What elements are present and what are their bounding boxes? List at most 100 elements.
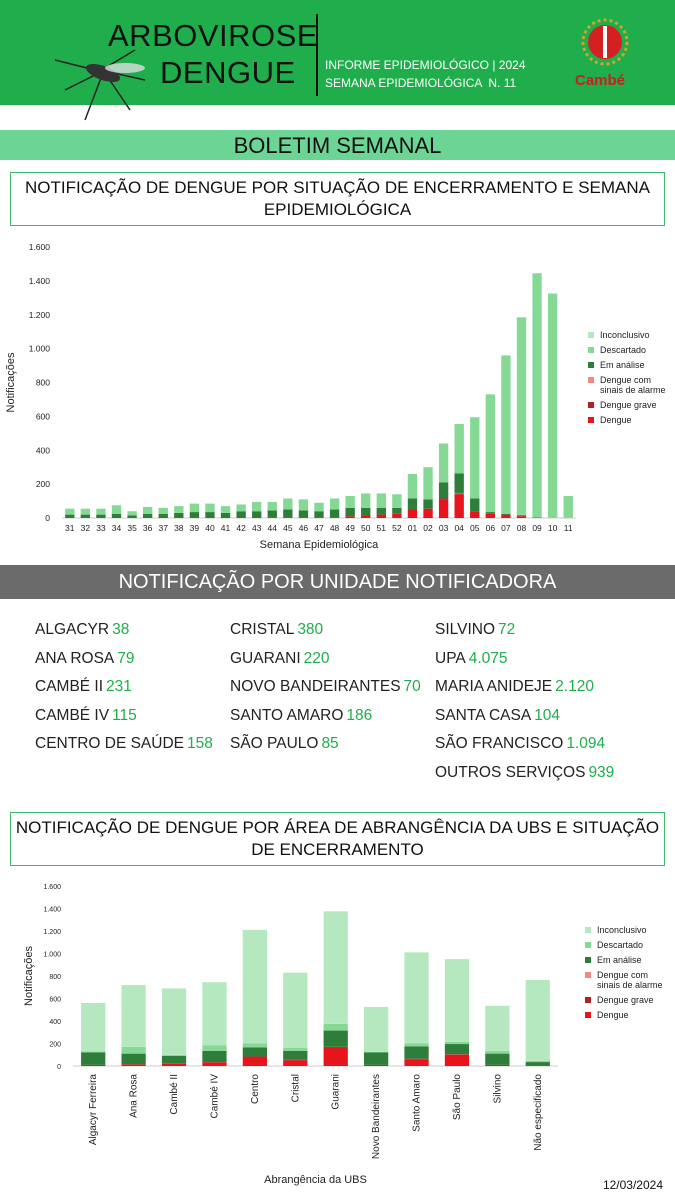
bar-segment [407,498,418,510]
bar-segment [501,514,511,516]
unit-item: ALGACYR 38 [35,621,129,639]
bar-segment [423,467,433,500]
unit-name: CAMBÉ IV [35,706,110,724]
bar-segment [376,493,386,508]
x-tick-label: Silvino [492,1074,503,1104]
bar-segment [283,1050,308,1060]
bar-segment [329,517,340,518]
y-tick-label: 1.400 [43,907,61,914]
section-title: NOTIFICAÇÃO POR UNIDADE NOTIFICADORA [0,565,675,599]
bar-segment [525,1062,550,1066]
y-axis-title: Notificações [5,352,17,412]
legend-label: Descartado [600,345,647,355]
logo [581,18,629,66]
bar-segment [220,512,231,518]
unit-name: OUTROS SERVIÇOS [435,763,586,781]
legend-label: Inconclusivo [600,330,650,340]
bar-segment [189,512,200,518]
bar-segment [283,517,293,518]
bar-segment [470,511,480,518]
x-tick-label: 51 [377,523,387,533]
legend-swatch [585,957,591,963]
bar-segment [314,517,324,518]
bar-segment [423,499,433,509]
x-tick-label: 02 [423,523,433,533]
y-axis-title: Notificações [23,946,35,1006]
bar-segment [202,982,227,1046]
legend-label: Dengue com sinais de alarme [597,970,663,990]
bar-segment [485,394,496,513]
x-tick-label: 44 [268,523,278,533]
bar-segment [252,511,262,518]
bar-segment [142,506,153,514]
bar-segment [364,1052,389,1065]
bar-segment [323,1030,348,1047]
legend-item: Inconclusivo [585,925,669,935]
bar-segment [242,1057,267,1066]
bar-segment [454,493,464,495]
legend-item: Descartado [588,345,672,355]
x-tick-label: 37 [159,523,169,533]
bar-segment [96,514,106,518]
bar-segment [111,505,122,514]
y-tick-label: 1.200 [29,310,51,320]
bar-segment [392,494,402,508]
unit-item: SÃO PAULO 85 [230,735,339,753]
y-tick-label: 400 [36,445,50,455]
y-tick-label: 1.200 [43,929,61,936]
x-tick-label: Algacyr Ferreira [88,1074,99,1146]
x-tick-label: Cambé II [169,1074,180,1115]
bar-segment [65,508,75,515]
x-tick-label: 04 [454,523,464,533]
legend-swatch [588,377,594,383]
x-tick-label: Cambé IV [209,1074,220,1119]
legend-label: Dengue [600,415,632,425]
x-tick-label: 08 [517,523,527,533]
bar-segment [485,1053,510,1065]
bar-segment [81,1064,106,1066]
unit-count: 4.075 [468,649,508,667]
unit-item: SÃO FRANCISCO 1.094 [435,735,605,753]
x-tick-label: Cristal [290,1074,301,1102]
bar-segment [485,513,496,518]
unit-name: SÃO PAULO [230,735,319,752]
bar-segment [444,1041,470,1045]
unit-count: 939 [588,763,615,781]
x-tick-label: 48 [330,523,340,533]
y-tick-label: 0 [57,1064,61,1071]
bar-segment [345,507,355,517]
bar-segment [454,492,464,494]
x-tick-label: 01 [408,523,418,533]
bar-segment [205,512,215,518]
bar-segment [454,473,464,493]
bar-segment [444,1054,470,1055]
bar-segment [283,509,293,518]
x-tick-label: São Paulo [452,1074,463,1121]
bar-segment [361,507,371,516]
bar-segment [252,501,262,512]
bar-segment [80,508,91,515]
bar-segment [81,1051,106,1053]
unit-name: ALGACYR [35,621,110,638]
legend-swatch [585,927,591,933]
unit-count: 231 [106,678,132,695]
bar-segment [501,515,511,518]
legend-item: Dengue grave [588,400,672,410]
x-tick-label: Não especificado [533,1074,544,1151]
x-tick-label: Ana Rosa [129,1074,140,1118]
bar-segment [236,504,246,512]
title-line: DENGUE [160,55,296,90]
bar-segment [205,503,215,513]
unit-name: MARIA ANIDEJE [435,678,553,695]
bar-segment [242,1043,267,1048]
unit-count: 115 [112,706,137,724]
unit-name: ANA ROSA [35,649,115,667]
info-line: INFORME EPIDEMIOLÓGICO | 2024 [325,58,526,72]
x-tick-label: 11 [564,523,573,533]
unit-count: 380 [297,621,324,638]
bar-segment [444,959,470,1042]
legend-item: Descartado [585,940,669,950]
bar-segment [501,355,511,514]
legend-label: Descartado [597,940,644,950]
bar-segment [283,498,293,510]
